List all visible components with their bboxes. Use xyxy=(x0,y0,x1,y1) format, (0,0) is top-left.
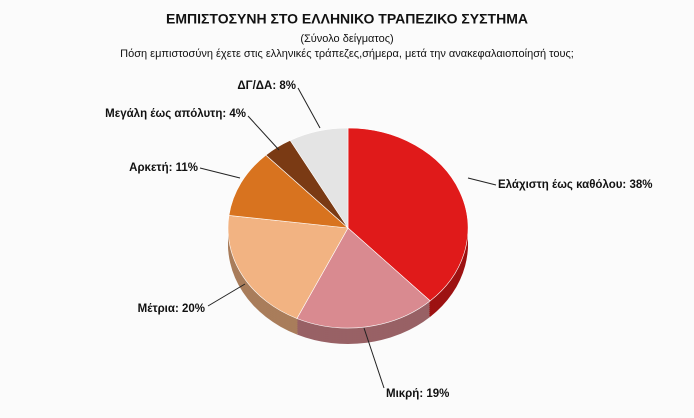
chart-subtitle: (Σύνολο δείγματος) xyxy=(300,33,393,45)
chart-title: ΕΜΠΙΣΤΟΣΥΝΗ ΣΤΟ ΕΛΛΗΝΙΚΟ ΤΡΑΠΕΖΙΚΟ ΣΥΣΤΗ… xyxy=(166,11,528,27)
data-label: Ελάχιστη έως καθόλου: 38% xyxy=(498,179,652,191)
slice xyxy=(296,227,431,329)
leader-line xyxy=(467,177,497,186)
leader-line xyxy=(363,327,385,389)
leader-line xyxy=(247,115,280,151)
leader-line xyxy=(207,283,246,307)
chart-question: Πόση εμπιστοσύνη έχετε στις ελληνικές τρ… xyxy=(120,48,574,60)
leader-line xyxy=(297,87,321,129)
data-label: Μικρή: 19% xyxy=(386,388,449,400)
data-label: Μεγάλη έως απόλυτη: 4% xyxy=(105,108,246,120)
data-label: Μέτρια: 20% xyxy=(138,303,205,315)
slice xyxy=(228,154,349,229)
data-label: Αρκετή: 11% xyxy=(129,162,198,174)
leader-line xyxy=(199,167,241,179)
slice xyxy=(227,215,349,319)
data-label: ΔΓ/ΔΑ: 8% xyxy=(237,80,296,92)
slice xyxy=(347,127,469,302)
slice xyxy=(289,127,349,229)
